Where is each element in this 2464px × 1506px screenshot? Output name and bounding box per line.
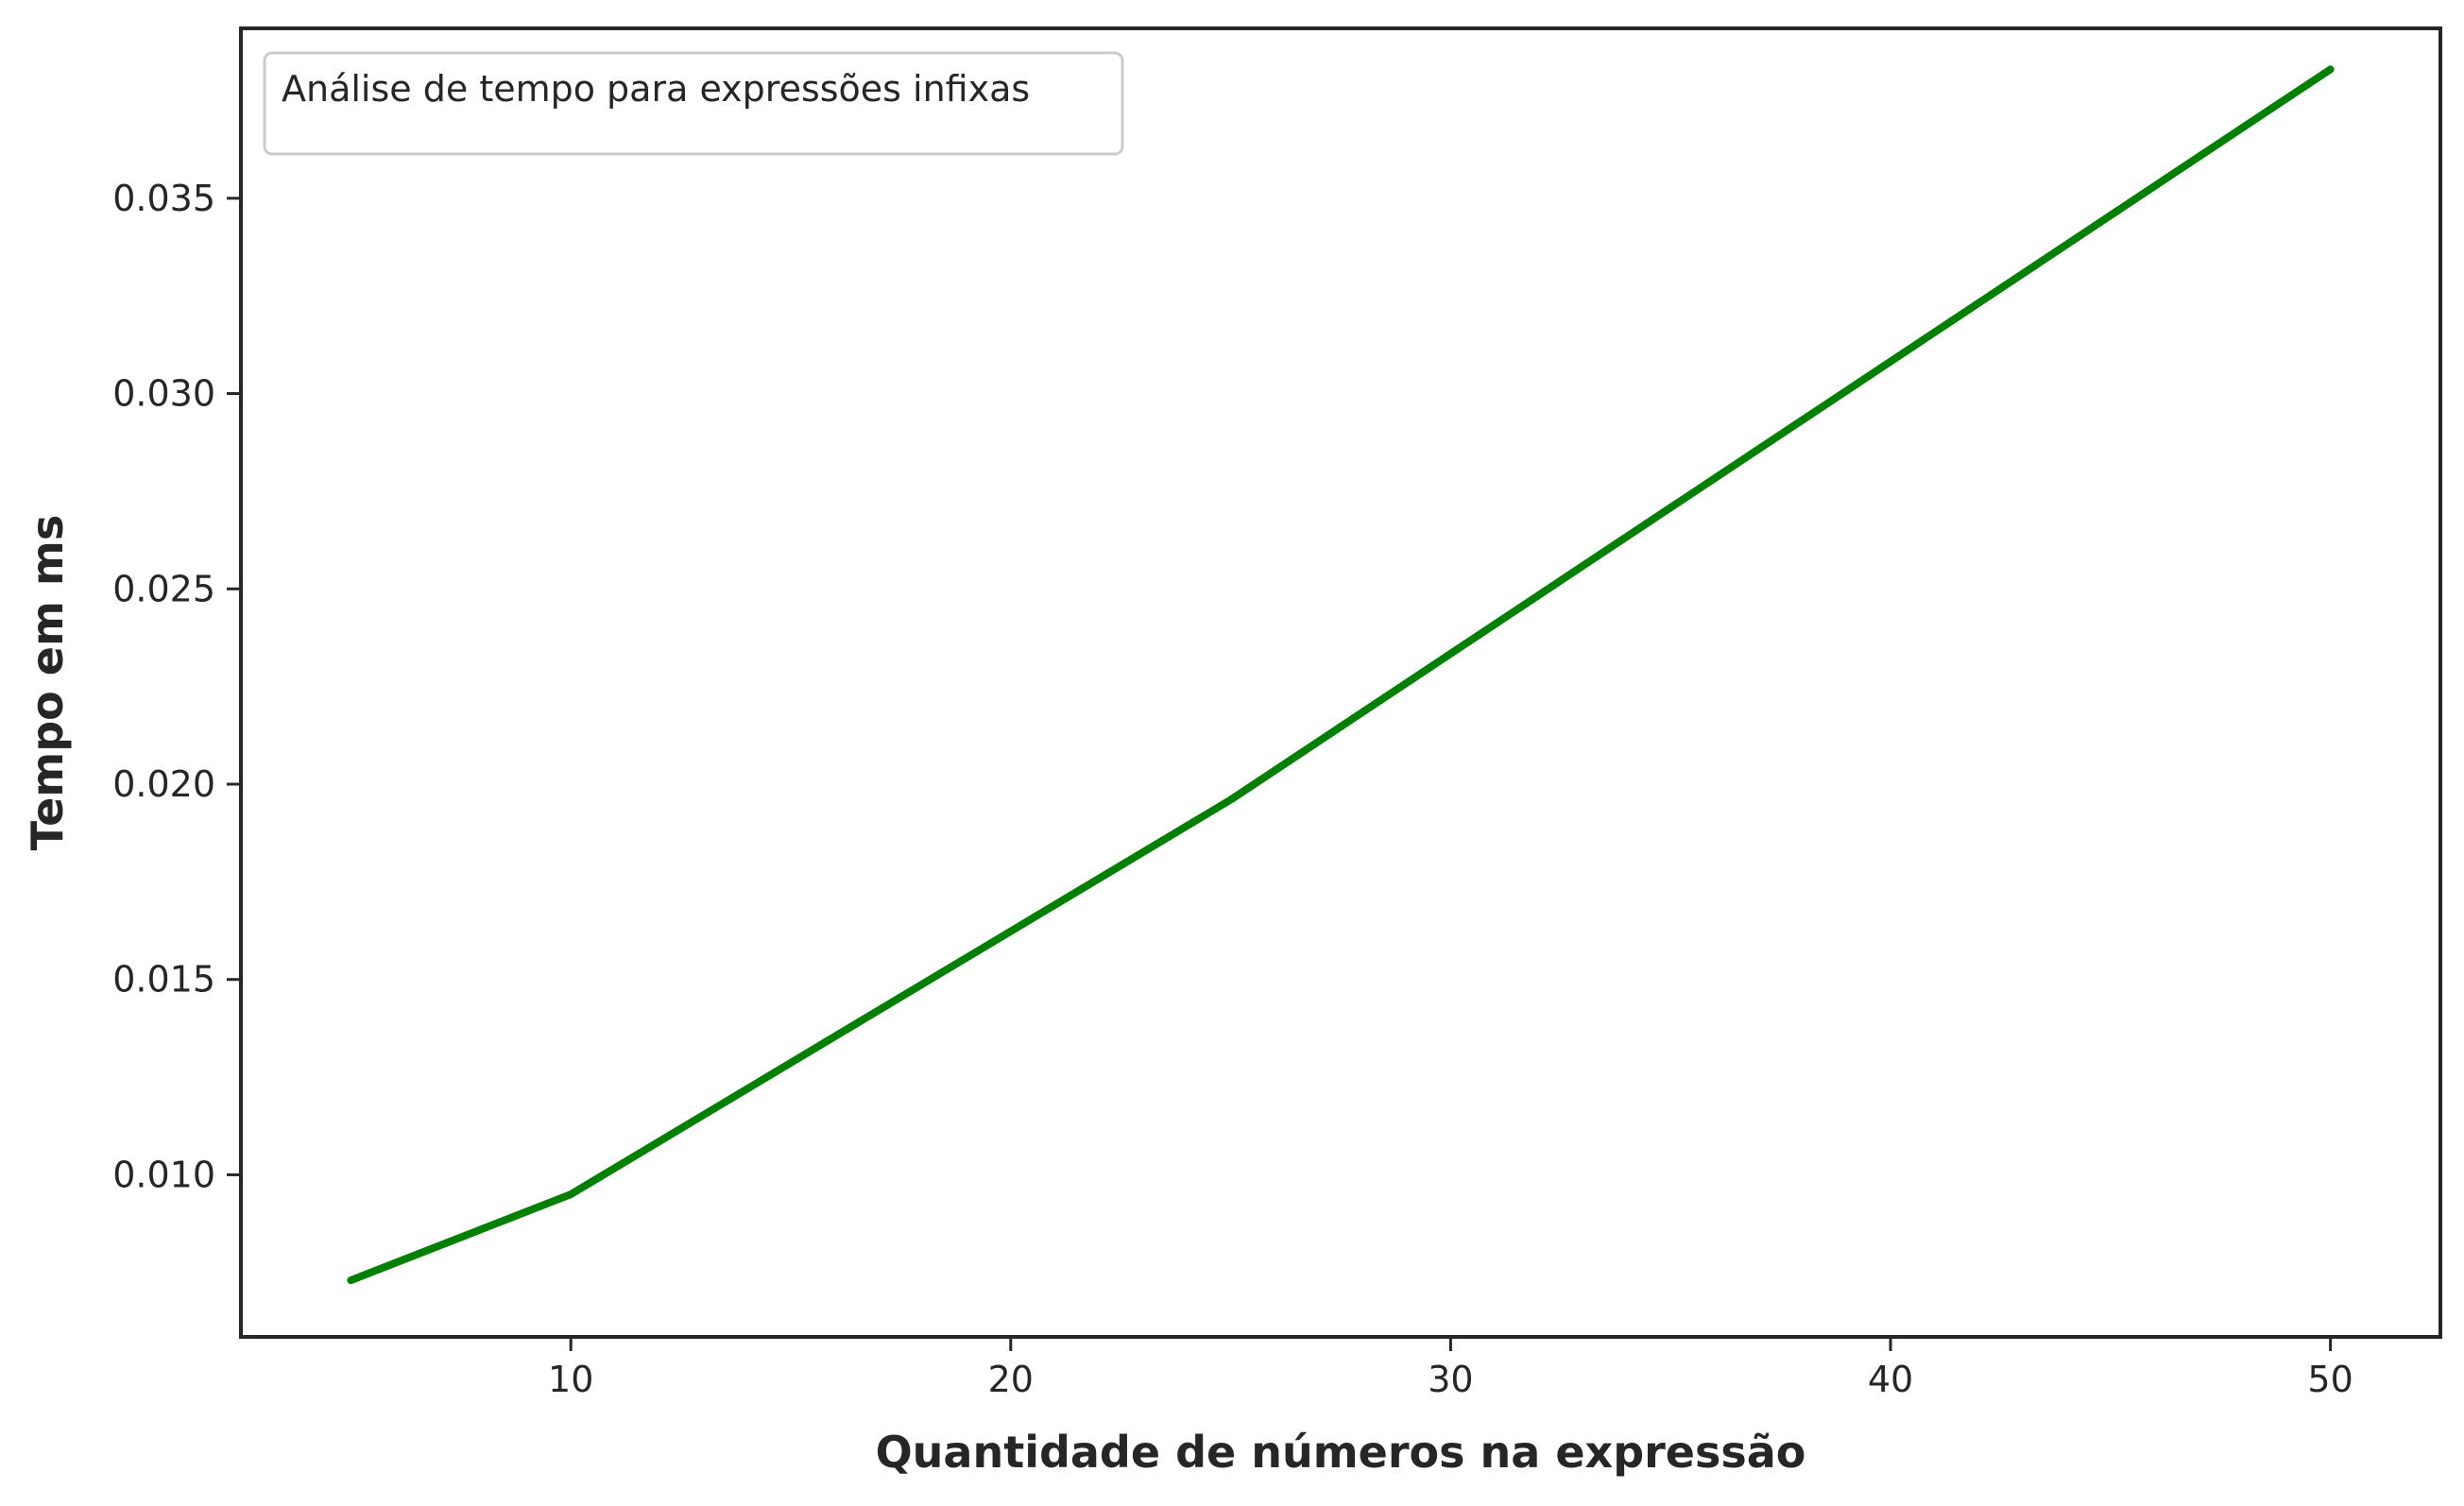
- x-tick-label: 20: [988, 1359, 1034, 1400]
- axes-frame: [239, 26, 2442, 1339]
- x-axis-title: Quantidade de números na expressão: [876, 1427, 1806, 1478]
- x-tick-label: 40: [1868, 1359, 1913, 1400]
- y-tick-label: 0.030: [112, 373, 215, 415]
- x-tick-label: 50: [2307, 1359, 2353, 1400]
- y-tick-label: 0.010: [112, 1154, 215, 1195]
- legend-title: Análise de tempo para expressões infixas: [282, 68, 1030, 110]
- x-tick-label: 30: [1428, 1359, 1473, 1400]
- y-tick-label: 0.020: [112, 763, 215, 805]
- x-tick-label: 10: [548, 1359, 593, 1400]
- y-axis-title: Tempo em ms: [22, 515, 73, 850]
- y-axis-ticks: 0.010 0.015 0.020 0.025 0.030 0.035: [112, 178, 241, 1195]
- series-line: [347, 65, 2335, 1285]
- y-tick-label: 0.025: [112, 568, 215, 609]
- y-tick-label: 0.035: [112, 178, 215, 219]
- x-axis-ticks: 10 20 30 40 50: [548, 1337, 2353, 1400]
- plot-area: [347, 65, 2335, 1285]
- y-tick-label: 0.015: [112, 959, 215, 1001]
- legend-box: [263, 51, 1124, 156]
- legend: Análise de tempo para expressões infixas: [263, 51, 1124, 156]
